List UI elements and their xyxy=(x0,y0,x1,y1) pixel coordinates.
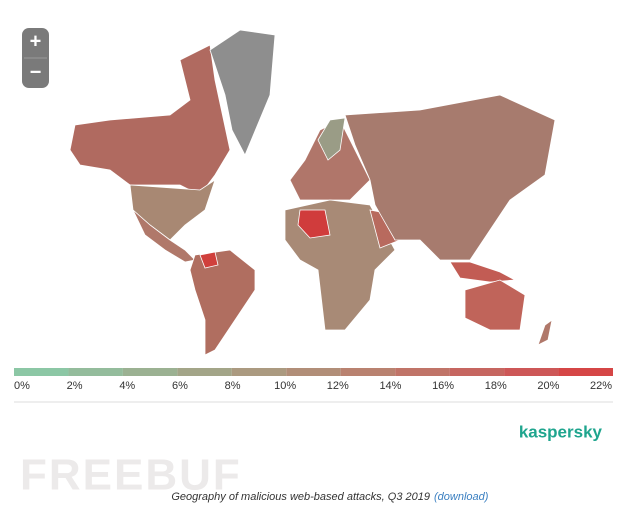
legend-segment xyxy=(449,368,505,376)
zoom-in-button[interactable]: + xyxy=(30,30,42,52)
legend-segment xyxy=(395,368,450,376)
legend-segment xyxy=(68,368,123,376)
venezuela xyxy=(199,251,219,269)
zoom-out-button[interactable]: − xyxy=(30,61,42,83)
legend-segment xyxy=(558,368,613,376)
legend-label: 8% xyxy=(225,380,241,392)
legend-label: 16% xyxy=(432,380,454,392)
southeast-asia xyxy=(449,261,517,283)
new-zealand xyxy=(537,319,553,346)
legend-label: 22% xyxy=(590,380,612,392)
brand-logo: kaspersky xyxy=(519,422,603,441)
caption: Geography of malicious web-based attacks… xyxy=(171,491,430,503)
legend-segment xyxy=(122,368,178,376)
legend-segment xyxy=(231,368,287,376)
legend-segment xyxy=(14,368,69,376)
russia-asia xyxy=(344,94,556,261)
scandinavia xyxy=(317,117,346,161)
europe xyxy=(289,119,371,201)
legend-label: 18% xyxy=(485,380,507,392)
canada xyxy=(69,44,231,196)
watermark: FREEBUF xyxy=(20,451,242,500)
legend-label: 2% xyxy=(67,380,83,392)
greenland xyxy=(209,29,276,156)
legend-label: 14% xyxy=(379,380,401,392)
legend-label: 4% xyxy=(119,380,135,392)
legend-segment xyxy=(286,368,341,376)
download-link[interactable]: (download) xyxy=(434,491,489,503)
legend: 0% 2% 4% 6% 8% 10% 12% 14% 16% 18% 20% 22% xyxy=(14,368,613,392)
legend-segment xyxy=(504,368,559,376)
legend-label: 10% xyxy=(274,380,296,392)
legend-segment xyxy=(340,368,396,376)
world-map xyxy=(69,29,556,356)
algeria xyxy=(297,209,331,239)
zoom-control: + − xyxy=(22,28,49,88)
south-america xyxy=(189,249,256,356)
legend-label: 6% xyxy=(172,380,188,392)
legend-label: 20% xyxy=(537,380,559,392)
legend-segment xyxy=(177,368,232,376)
legend-label: 12% xyxy=(327,380,349,392)
legend-label: 0% xyxy=(14,380,30,392)
australia xyxy=(464,279,526,331)
